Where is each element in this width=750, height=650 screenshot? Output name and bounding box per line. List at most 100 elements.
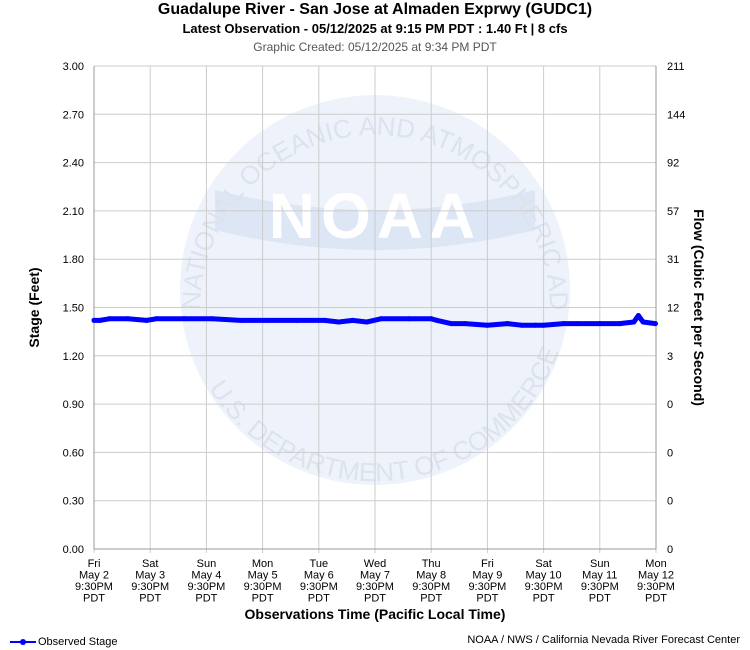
x-tick-label: 9:30PM: [581, 581, 619, 593]
legend: Observed Stage: [10, 636, 118, 648]
legend-swatch: [10, 636, 36, 648]
data-point: [617, 321, 623, 327]
y-tick-label: 1.80: [63, 254, 84, 266]
data-point: [125, 316, 131, 322]
x-tick-label: Sun: [590, 558, 610, 570]
x-tick-label: May 4: [191, 570, 221, 582]
y-tick-label: 2.40: [63, 158, 84, 170]
data-point: [265, 317, 271, 323]
x-axis-label: Observations Time (Pacific Local Time): [245, 606, 506, 622]
data-point: [541, 322, 547, 328]
legend-label: Observed Stage: [38, 636, 118, 648]
data-point: [640, 319, 646, 325]
data-point: [181, 316, 187, 322]
watermark-logo-text: NOAA: [269, 180, 481, 252]
data-point: [153, 316, 159, 322]
x-tick-label: PDT: [139, 593, 161, 605]
x-tick-label: May 3: [135, 570, 165, 582]
x-tick-label: May 8: [416, 570, 446, 582]
data-point: [428, 316, 434, 322]
x-tick-label: PDT: [533, 593, 555, 605]
x-tick-label: PDT: [83, 593, 105, 605]
y-tick-label: 2.10: [63, 206, 84, 218]
data-point: [406, 316, 412, 322]
data-point: [209, 316, 215, 322]
x-tick-label: Sat: [535, 558, 552, 570]
y-axis-label: Stage (Feet): [26, 267, 42, 347]
data-point: [484, 322, 490, 328]
data-point: [597, 321, 603, 327]
graphic-created: Graphic Created: 05/12/2025 at 9:34 PM P…: [253, 40, 497, 54]
y-tick-label: 2.70: [63, 109, 84, 121]
y-tick-label: 1.20: [63, 351, 84, 363]
footer-credit: NOAA / NWS / California Nevada River For…: [467, 634, 740, 646]
x-tick-label: PDT: [364, 593, 386, 605]
data-point: [350, 317, 356, 323]
data-point: [532, 322, 538, 328]
x-tick-label: 9:30PM: [356, 581, 394, 593]
data-point: [561, 321, 567, 327]
y2-tick-label: 0: [667, 399, 673, 411]
x-tick-label: Tue: [310, 558, 329, 570]
data-point: [504, 321, 510, 327]
y2-tick-label: 144: [667, 109, 685, 121]
data-point: [97, 317, 103, 323]
x-tick-label: Wed: [364, 558, 386, 570]
data-point: [434, 317, 440, 323]
y2-tick-label: 0: [667, 544, 673, 556]
data-point: [336, 319, 342, 325]
x-tick-label: May 11: [582, 570, 617, 582]
data-point: [631, 319, 637, 325]
chart-title: Guadalupe River - San Jose at Almaden Ex…: [157, 1, 593, 18]
x-tick-label: Sun: [197, 558, 217, 570]
data-point: [462, 321, 468, 327]
x-tick-label: 9:30PM: [300, 581, 338, 593]
y2-axis-label: Flow (Cubic Feet per Second): [691, 209, 707, 406]
y-tick-label: 0.00: [63, 544, 84, 556]
y2-tick-label: 57: [667, 206, 679, 218]
x-tick-label: May 5: [248, 570, 278, 582]
data-point: [322, 317, 328, 323]
x-tick-label: PDT: [476, 593, 498, 605]
y2-tick-label: 3: [667, 351, 673, 363]
x-tick-label: 9:30PM: [244, 581, 282, 593]
x-tick-label: May 12: [638, 570, 674, 582]
x-tick-label: Fri: [481, 558, 494, 570]
data-point: [448, 321, 454, 327]
data-point: [294, 317, 300, 323]
x-tick-label: Mon: [645, 558, 666, 570]
x-tick-label: May 2: [79, 570, 109, 582]
x-tick-label: May 7: [360, 570, 390, 582]
x-tick-label: 9:30PM: [187, 581, 225, 593]
x-tick-label: PDT: [420, 593, 442, 605]
x-tick-label: 9:30PM: [131, 581, 169, 593]
data-point: [518, 322, 524, 328]
y-tick-label: 3.00: [63, 61, 84, 73]
y2-tick-label: 211: [667, 61, 685, 73]
y-tick-label: 1.50: [63, 303, 84, 315]
x-tick-label: PDT: [308, 593, 330, 605]
y2-tick-label: 0: [667, 496, 673, 508]
data-point: [378, 316, 384, 322]
latest-observation: Latest Observation - 05/12/2025 at 9:15 …: [182, 21, 568, 36]
x-tick-label: 9:30PM: [525, 581, 563, 593]
x-tick-label: May 9: [472, 570, 502, 582]
data-point: [652, 321, 658, 327]
series-observed-stage: [91, 313, 658, 328]
x-tick-label: PDT: [195, 593, 217, 605]
x-tick-label: May 6: [304, 570, 334, 582]
data-point: [106, 316, 112, 322]
data-point: [575, 321, 581, 327]
x-tick-label: Sat: [142, 558, 159, 570]
y-tick-label: 0.60: [63, 447, 84, 459]
x-tick-label: Fri: [88, 558, 101, 570]
x-tick-label: 9:30PM: [75, 581, 113, 593]
y2-tick-label: 92: [667, 158, 679, 170]
x-tick-label: 9:30PM: [468, 581, 506, 593]
x-tick-label: PDT: [645, 593, 667, 605]
y2-tick-label: 31: [667, 254, 679, 266]
data-point: [237, 317, 243, 323]
data-point: [635, 313, 641, 319]
x-tick-label: Mon: [252, 558, 273, 570]
